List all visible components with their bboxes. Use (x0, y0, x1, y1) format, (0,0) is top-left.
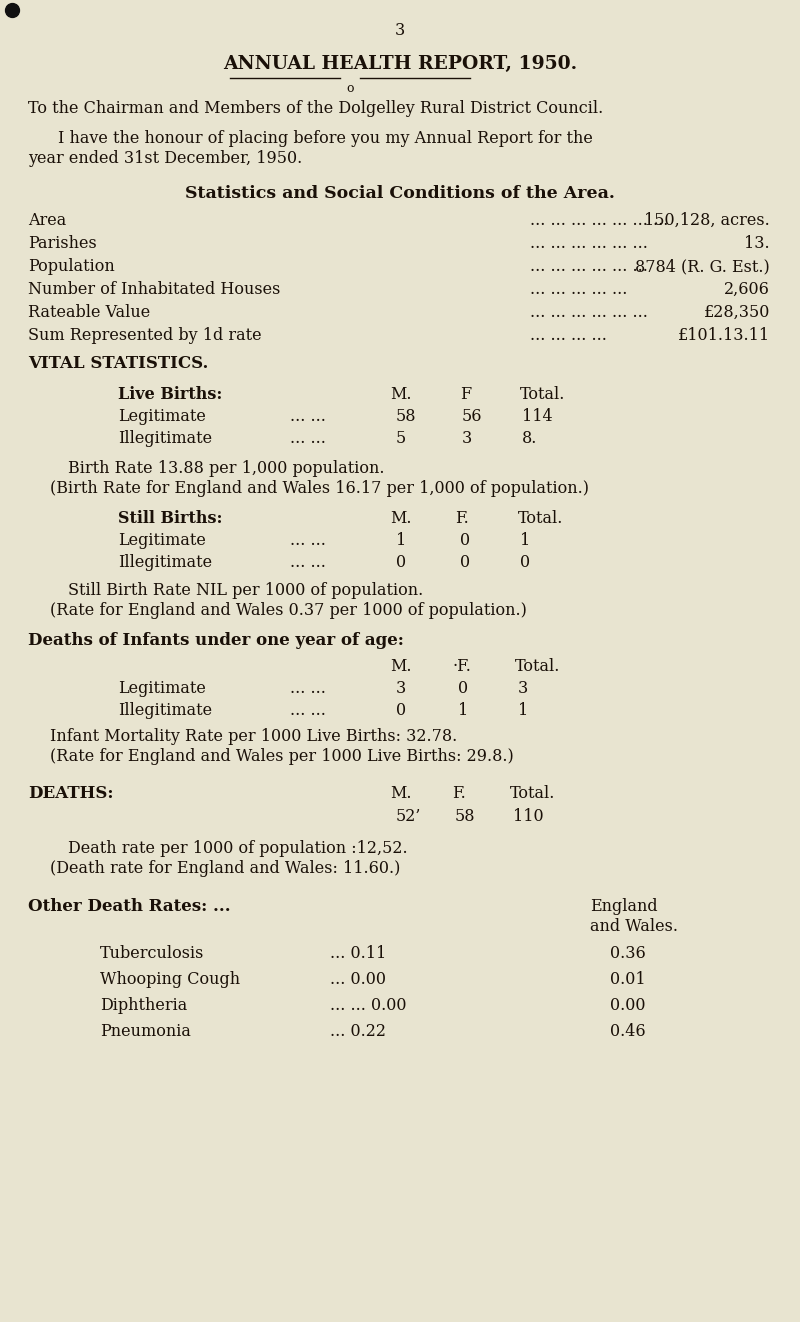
Text: 0: 0 (460, 554, 470, 571)
Text: 1: 1 (458, 702, 468, 719)
Text: 114: 114 (522, 408, 553, 424)
Text: 52’: 52’ (396, 808, 422, 825)
Text: Total.: Total. (510, 785, 555, 802)
Text: ... ...: ... ... (290, 408, 326, 424)
Text: 3: 3 (396, 680, 406, 697)
Text: 0.46: 0.46 (610, 1023, 646, 1040)
Text: Sum Represented by 1d rate: Sum Represented by 1d rate (28, 327, 262, 344)
Text: Legitimate: Legitimate (118, 680, 206, 697)
Text: Number of Inhabitated Houses: Number of Inhabitated Houses (28, 282, 280, 297)
Text: Tuberculosis: Tuberculosis (100, 945, 204, 962)
Text: Parishes: Parishes (28, 235, 97, 253)
Text: Population: Population (28, 258, 114, 275)
Text: Diphtheria: Diphtheria (100, 997, 187, 1014)
Text: 0.00: 0.00 (610, 997, 646, 1014)
Text: Total.: Total. (518, 510, 563, 527)
Text: and Wales.: and Wales. (590, 917, 678, 935)
Text: ... ... ... ... ... ... ...: ... ... ... ... ... ... ... (530, 212, 668, 229)
Text: Illegitimate: Illegitimate (118, 702, 212, 719)
Text: ... ... ... ...: ... ... ... ... (530, 327, 607, 344)
Text: Still Births:: Still Births: (118, 510, 222, 527)
Text: 3: 3 (518, 680, 528, 697)
Text: ... 0.22: ... 0.22 (330, 1023, 386, 1040)
Text: Rateable Value: Rateable Value (28, 304, 150, 321)
Text: (Rate for England and Wales 0.37 per 1000 of population.): (Rate for England and Wales 0.37 per 100… (50, 602, 527, 619)
Text: 0.01: 0.01 (610, 970, 646, 988)
Text: (Rate for England and Wales per 1000 Live Births: 29.8.): (Rate for England and Wales per 1000 Liv… (50, 748, 514, 765)
Text: Total.: Total. (515, 658, 560, 676)
Text: F.: F. (452, 785, 466, 802)
Text: Death rate per 1000 of population :12,52.: Death rate per 1000 of population :12,52… (68, 839, 408, 857)
Text: Statistics and Social Conditions of the Area.: Statistics and Social Conditions of the … (185, 185, 615, 202)
Text: 0: 0 (520, 554, 530, 571)
Text: Whooping Cough: Whooping Cough (100, 970, 240, 988)
Text: 0.36: 0.36 (610, 945, 646, 962)
Text: Illegitimate: Illegitimate (118, 554, 212, 571)
Text: Total.: Total. (520, 386, 566, 403)
Text: 1: 1 (518, 702, 528, 719)
Text: 1: 1 (520, 531, 530, 549)
Text: 2,606: 2,606 (724, 282, 770, 297)
Text: Legitimate: Legitimate (118, 531, 206, 549)
Text: 150,128, acres.: 150,128, acres. (644, 212, 770, 229)
Text: o: o (346, 82, 354, 95)
Text: ... ... ... ... ...: ... ... ... ... ... (530, 282, 627, 297)
Text: £28,350: £28,350 (704, 304, 770, 321)
Text: 0: 0 (460, 531, 470, 549)
Text: ... ... ... ... ... ...: ... ... ... ... ... ... (530, 235, 648, 253)
Text: 56: 56 (462, 408, 482, 424)
Text: M.: M. (390, 510, 411, 527)
Text: 1: 1 (396, 531, 406, 549)
Text: To the Chairman and Members of the Dolgelley Rural District Council.: To the Chairman and Members of the Dolge… (28, 100, 603, 118)
Text: ANNUAL HEALTH REPORT, 1950.: ANNUAL HEALTH REPORT, 1950. (223, 56, 577, 73)
Text: Other Death Rates: ...: Other Death Rates: ... (28, 898, 230, 915)
Text: 8784 (R. G. Est.): 8784 (R. G. Est.) (635, 258, 770, 275)
Text: ... ...: ... ... (290, 430, 326, 447)
Text: ·F.: ·F. (452, 658, 471, 676)
Text: Still Birth Rate NIL per 1000 of population.: Still Birth Rate NIL per 1000 of populat… (68, 582, 423, 599)
Text: (Birth Rate for England and Wales 16.17 per 1,000 of population.): (Birth Rate for England and Wales 16.17 … (50, 480, 589, 497)
Text: (Death rate for England and Wales: 11.60.): (Death rate for England and Wales: 11.60… (50, 861, 400, 876)
Text: F: F (460, 386, 471, 403)
Text: 58: 58 (396, 408, 417, 424)
Text: ... ...: ... ... (290, 531, 326, 549)
Text: 110: 110 (513, 808, 544, 825)
Text: Live Births:: Live Births: (118, 386, 222, 403)
Text: ... ...: ... ... (290, 680, 326, 697)
Text: M.: M. (390, 386, 411, 403)
Text: ... ... 0.00: ... ... 0.00 (330, 997, 406, 1014)
Text: ... 0.00: ... 0.00 (330, 970, 386, 988)
Text: Area: Area (28, 212, 66, 229)
Text: ... ...: ... ... (290, 554, 326, 571)
Text: 0: 0 (396, 702, 406, 719)
Text: 0: 0 (396, 554, 406, 571)
Text: 3: 3 (395, 22, 405, 40)
Text: ... ... ... ... ... ...: ... ... ... ... ... ... (530, 258, 648, 275)
Text: year ended 31st December, 1950.: year ended 31st December, 1950. (28, 149, 302, 167)
Text: Infant Mortality Rate per 1000 Live Births: 32.78.: Infant Mortality Rate per 1000 Live Birt… (50, 728, 458, 746)
Text: England: England (590, 898, 658, 915)
Text: 13.: 13. (744, 235, 770, 253)
Text: Illegitimate: Illegitimate (118, 430, 212, 447)
Text: DEATHS:: DEATHS: (28, 785, 114, 802)
Text: F.: F. (455, 510, 469, 527)
Text: M.: M. (390, 658, 411, 676)
Text: 5: 5 (396, 430, 406, 447)
Text: ... 0.11: ... 0.11 (330, 945, 386, 962)
Text: I have the honour of placing before you my Annual Report for the: I have the honour of placing before you … (58, 130, 593, 147)
Text: M.: M. (390, 785, 411, 802)
Text: 8.: 8. (522, 430, 538, 447)
Text: ... ... ... ... ... ...: ... ... ... ... ... ... (530, 304, 648, 321)
Text: Deaths of Infants under one year of age:: Deaths of Infants under one year of age: (28, 632, 404, 649)
Text: 0: 0 (458, 680, 468, 697)
Text: VITAL STATISTICS.: VITAL STATISTICS. (28, 356, 208, 371)
Text: £101.13.11: £101.13.11 (678, 327, 770, 344)
Text: Legitimate: Legitimate (118, 408, 206, 424)
Text: Birth Rate 13.88 per 1,000 population.: Birth Rate 13.88 per 1,000 population. (68, 460, 385, 477)
Text: 3: 3 (462, 430, 472, 447)
Text: Pneumonia: Pneumonia (100, 1023, 191, 1040)
Text: 58: 58 (455, 808, 475, 825)
Text: ... ...: ... ... (290, 702, 326, 719)
